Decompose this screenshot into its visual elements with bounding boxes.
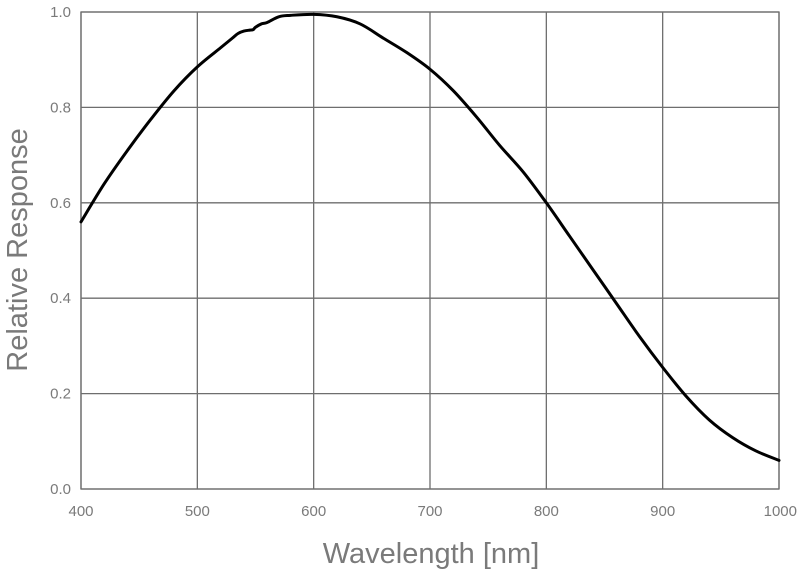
x-tick-label: 400 (68, 503, 93, 520)
x-axis-tick-labels: 400 500 600 700 800 900 1000 (68, 503, 797, 520)
grid (80, 11, 780, 490)
y-tick-label: 0.0 (50, 481, 71, 498)
response-curve-line (79, 12, 781, 462)
y-tick-label: 0.4 (50, 290, 71, 307)
y-tick-label: 0.2 (50, 386, 71, 403)
x-tick-label: 700 (417, 503, 442, 520)
y-tick-label: 0.8 (50, 99, 71, 116)
y-tick-label: 1.0 (50, 4, 71, 21)
x-axis-title: Wavelength [nm] (323, 538, 540, 570)
x-tick-label: 500 (185, 503, 210, 520)
y-axis-title: Relative Response (2, 128, 34, 371)
y-axis-tick-labels: 0.0 0.2 0.4 0.6 0.8 1.0 (50, 4, 71, 498)
x-tick-label: 600 (301, 503, 326, 520)
y-tick-label: 0.6 (50, 195, 71, 212)
plot-area-frame (80, 11, 780, 490)
x-tick-label: 900 (650, 503, 675, 520)
x-tick-label: 800 (534, 503, 559, 520)
x-tick-label: 1000 (764, 503, 797, 520)
